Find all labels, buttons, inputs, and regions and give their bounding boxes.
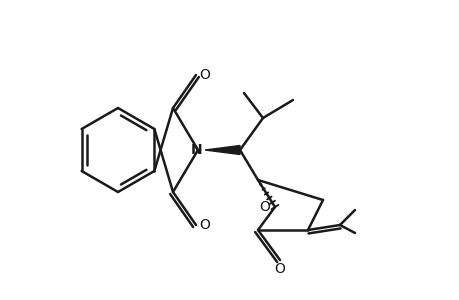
Text: O: O [199, 68, 210, 82]
Text: O: O [199, 218, 210, 232]
Polygon shape [205, 146, 240, 154]
Text: O: O [274, 262, 285, 276]
Text: O: O [259, 200, 270, 214]
Text: N: N [191, 143, 202, 157]
